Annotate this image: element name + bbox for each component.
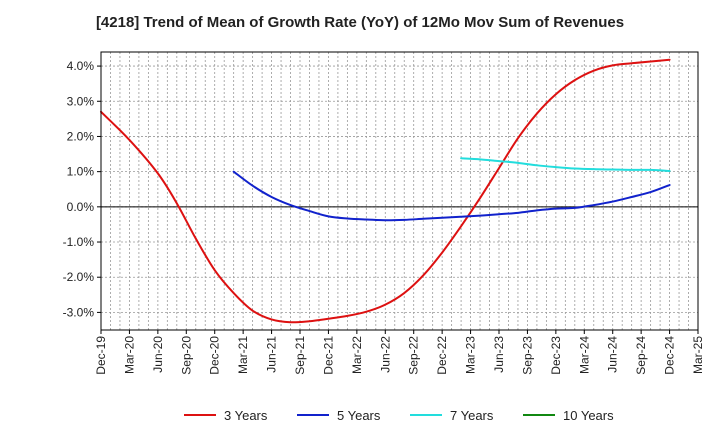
series-line-3-years — [100, 58, 671, 324]
x-tick-label: Jun-20 — [151, 336, 165, 373]
series-line-5-years — [232, 170, 671, 222]
x-tick-label: Mar-20 — [122, 336, 136, 374]
y-axis: -3.0% -2.0% -1.0% 0.0% 1.0% 2.0% 3.0% 4.0% — [63, 59, 101, 319]
x-tick-label: Sep-23 — [520, 336, 534, 375]
x-tick-label: Mar-22 — [350, 336, 364, 374]
x-tick-label: Jun-21 — [265, 336, 279, 373]
x-tick-label: Mar-24 — [577, 336, 591, 374]
y-tick-label: 4.0% — [67, 59, 95, 73]
x-tick-label: Jun-24 — [606, 336, 620, 373]
series-line-7-years — [460, 157, 671, 172]
legend: 3 Years 5 Years 7 Years 10 Years — [184, 408, 614, 423]
legend-label: 7 Years — [450, 408, 494, 423]
legend-item-3-years: 3 Years — [184, 408, 268, 423]
x-tick-label: Sep-22 — [407, 336, 421, 375]
y-tick-label: 1.0% — [67, 165, 95, 179]
x-tick-label: Dec-23 — [549, 336, 563, 375]
x-tick-label: Jun-22 — [378, 336, 392, 373]
x-tick-label: Sep-21 — [293, 336, 307, 375]
y-tick-label: -1.0% — [63, 235, 95, 249]
series-layer — [100, 58, 671, 324]
legend-label: 10 Years — [563, 408, 614, 423]
x-tick-label: Mar-21 — [236, 336, 250, 374]
x-axis: Dec-19 Mar-20 Jun-20 Sep-20 Dec-20 Mar-21 Jun-… — [94, 330, 705, 375]
plot-area-border — [100, 51, 699, 331]
x-tick-label: Jun-23 — [492, 336, 506, 373]
x-tick-label: Dec-21 — [321, 336, 335, 375]
x-tick-label: Sep-20 — [179, 336, 193, 375]
x-tick-label: Dec-22 — [435, 336, 449, 375]
x-tick-label: Dec-24 — [663, 336, 677, 375]
x-tick-label: Sep-24 — [634, 336, 648, 375]
x-tick-label: Mar-25 — [691, 336, 705, 374]
legend-item-10-years: 10 Years — [523, 408, 614, 423]
chart-title: [4218] Trend of Mean of Growth Rate (YoY… — [95, 14, 625, 31]
legend-item-7-years: 7 Years — [410, 408, 494, 423]
y-tick-label: 0.0% — [67, 200, 95, 214]
plot-area-background — [101, 52, 698, 330]
x-tick-label: Dec-19 — [94, 336, 108, 375]
y-tick-label: 2.0% — [67, 129, 95, 143]
y-tick-label: -3.0% — [63, 305, 95, 319]
legend-label: 3 Years — [224, 408, 268, 423]
legend-label: 5 Years — [337, 408, 381, 423]
x-tick-label: Mar-23 — [464, 336, 478, 374]
legend-item-5-years: 5 Years — [297, 408, 381, 423]
y-tick-label: -2.0% — [63, 270, 95, 284]
x-tick-label: Dec-20 — [208, 336, 222, 375]
y-tick-label: 3.0% — [67, 94, 95, 108]
